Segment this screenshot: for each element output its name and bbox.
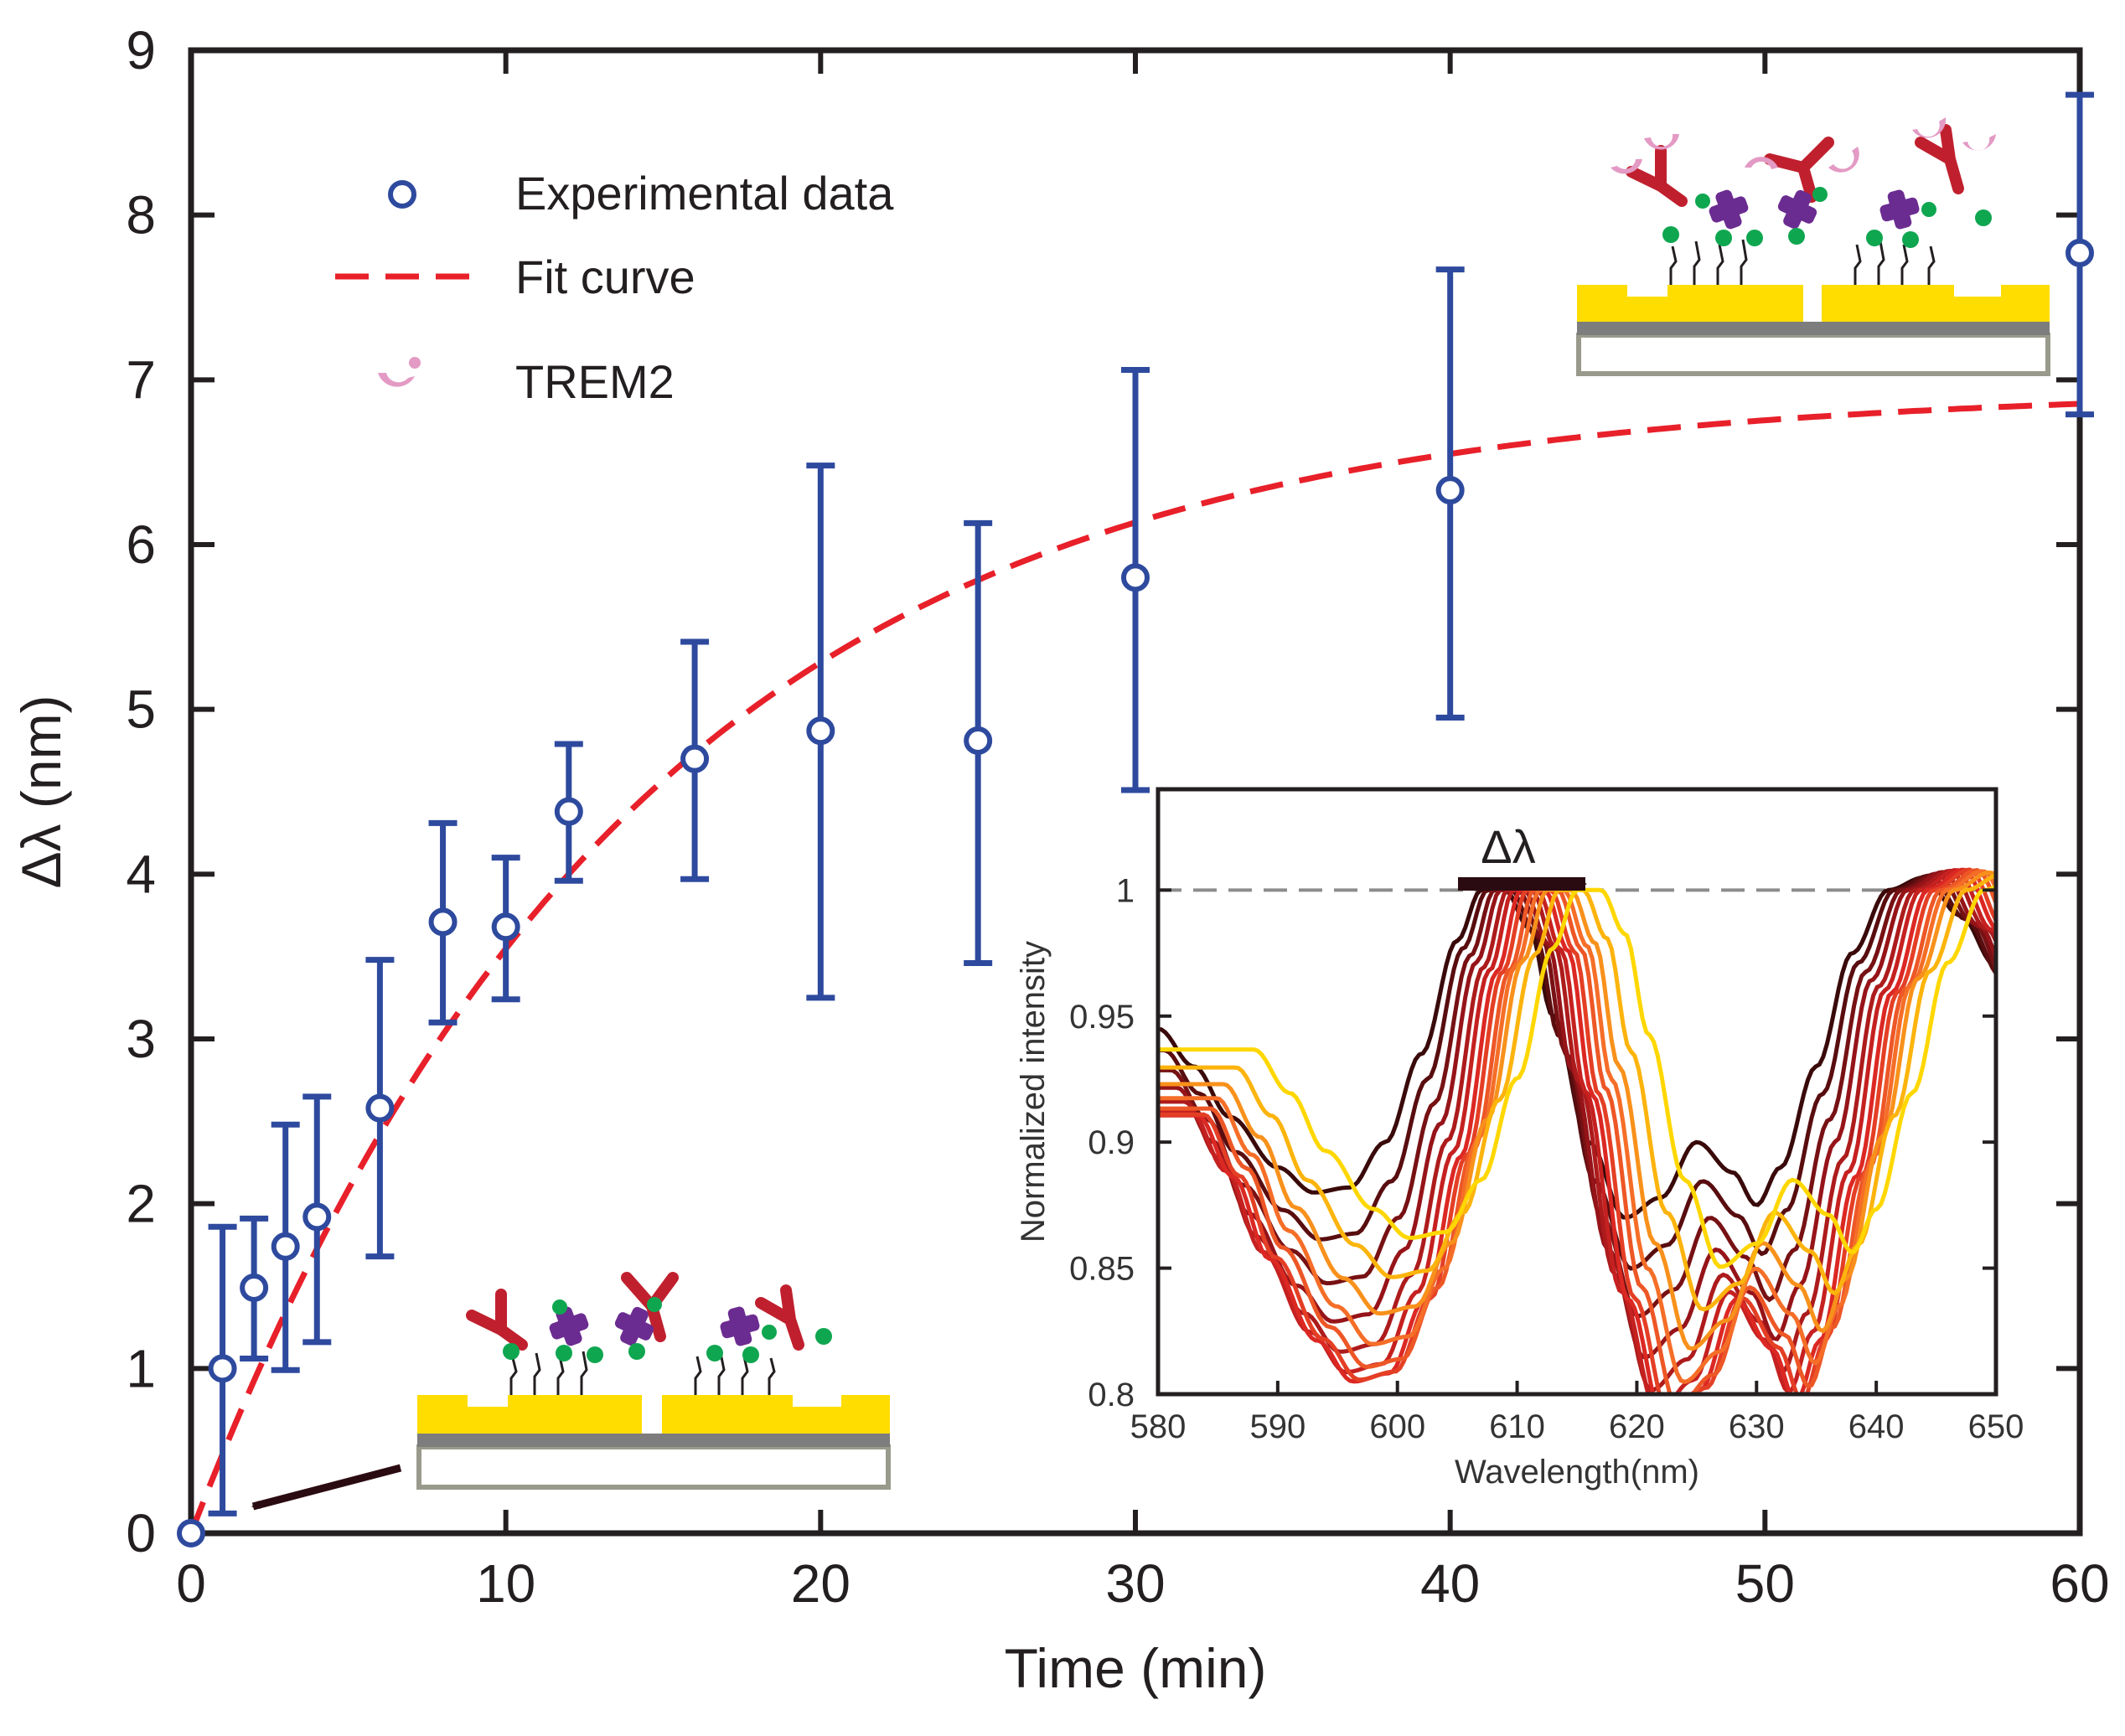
data-point [365, 1093, 395, 1123]
spectrum-line [1158, 868, 1996, 1392]
main-x-ticks: 0 10 20 30 40 50 60 [176, 50, 2110, 1614]
main-y-axis-title: Δλ (nm) [10, 695, 72, 888]
spectrum-line [1158, 867, 1996, 1394]
inset-x-tick-label: 640 [1848, 1408, 1905, 1445]
receptor-cross-icon [549, 1306, 760, 1346]
data-point [491, 912, 520, 942]
x-tick-label: 30 [1105, 1553, 1165, 1614]
trem2-icon-bound [1611, 117, 1996, 174]
linker-chains-top [1669, 239, 1936, 285]
legend-label-trem2: TREM2 [515, 355, 675, 408]
gold-film-top [1577, 285, 1803, 322]
inset-y-tick-label: 1 [1116, 872, 1135, 909]
x-tick-label: 0 [176, 1553, 206, 1614]
inset-x-tick-label: 630 [1729, 1408, 1785, 1445]
spectrum-line [1158, 867, 1996, 1394]
arrow-to-origin [251, 1464, 402, 1511]
inset-x-tick-label: 620 [1609, 1408, 1665, 1445]
green-bead-icons-top [1662, 187, 1992, 248]
x-tick-label: 60 [2050, 1553, 2109, 1614]
inset-x-axis-title: Wavelength(nm) [1455, 1454, 1699, 1491]
data-point [208, 1354, 237, 1383]
y-tick-label: 3 [126, 1009, 156, 1069]
experimental-data-group [177, 91, 2094, 1547]
receptor-cross-icon-top [1709, 189, 1920, 230]
schematic-before-binding [416, 1272, 891, 1490]
x-tick-label: 50 [1735, 1553, 1795, 1614]
inset-shift-label: Δλ [1481, 820, 1535, 873]
schematic-after-binding [1576, 117, 2050, 376]
data-point [806, 716, 835, 746]
legend-label-experimental-data: Experimental data [515, 167, 894, 220]
y-tick-label: 8 [126, 185, 156, 245]
y-tick-label: 6 [126, 514, 156, 575]
data-point [964, 726, 993, 756]
substrate-grey-layer [417, 1434, 890, 1447]
y-tick-label: 1 [126, 1338, 156, 1398]
legend-label-fit-curve: Fit curve [515, 251, 695, 303]
green-bead-icons [503, 1297, 832, 1363]
main-x-axis-title: Time (min) [1005, 1637, 1267, 1699]
data-point [271, 1232, 300, 1261]
inset-x-tick-label: 600 [1369, 1408, 1425, 1445]
substrate-glass-top [1576, 333, 2050, 376]
inset-y-ticks: 0.8 0.85 0.9 0.95 1 [1069, 872, 1996, 1413]
spectrum-line [1158, 868, 1996, 1394]
data-point [302, 1202, 332, 1232]
y-tick-label: 4 [126, 844, 156, 904]
linker-chains [509, 1351, 776, 1395]
y-tick-label: 0 [126, 1503, 156, 1563]
inset-x-tick-label: 580 [1130, 1408, 1187, 1445]
y-tick-label: 7 [126, 349, 156, 410]
data-point [240, 1273, 269, 1302]
data-point [177, 1519, 205, 1547]
x-tick-label: 10 [476, 1553, 535, 1614]
gold-film-top-right [1822, 285, 2050, 322]
inset-x-tick-label: 590 [1249, 1408, 1306, 1445]
data-point [1435, 476, 1465, 505]
main-y-ticks: 0 1 2 3 4 5 6 7 8 9 [126, 20, 2080, 1563]
spectrum-line [1158, 868, 1996, 1394]
data-point [428, 907, 458, 937]
inset-x-tick-label: 610 [1489, 1408, 1545, 1445]
data-point [2066, 238, 2094, 267]
data-point [1121, 563, 1150, 592]
gold-film-right [662, 1395, 890, 1434]
inset-y-tick-label: 0.95 [1069, 999, 1135, 1036]
gold-film [417, 1395, 642, 1434]
inset-x-tick-label: 650 [1968, 1408, 2024, 1445]
legend-marker-trem2-icon [378, 357, 421, 387]
y-tick-label: 5 [126, 679, 156, 740]
data-point [554, 797, 583, 826]
inset-y-tick-label: 0.8 [1088, 1377, 1135, 1413]
legend-marker-experimental-data [388, 180, 416, 209]
substrate-grey-layer-top [1577, 322, 2050, 335]
x-tick-label: 40 [1420, 1553, 1480, 1614]
inset-chart: 580 590 600 610 620 630 640 650 0.8 0.85 0.9 0.95 1… [1015, 787, 2024, 1491]
substrate-glass [416, 1444, 891, 1490]
inset-y-tick-label: 0.85 [1069, 1251, 1135, 1288]
inset-x-ticks: 580 590 600 610 620 630 640 650 [1130, 1381, 2024, 1445]
antibody-icon-top [1626, 124, 1964, 207]
x-tick-label: 20 [791, 1553, 851, 1614]
data-point [680, 744, 710, 773]
y-tick-label: 9 [126, 20, 156, 80]
legend: Experimental data Fit curve TREM2 [335, 167, 894, 408]
inset-frame [1156, 787, 1998, 1397]
spectrum-line [1158, 869, 1996, 1385]
inset-y-tick-label: 0.9 [1088, 1124, 1135, 1161]
antibody-icon [466, 1272, 804, 1351]
inset-y-axis-title: Normalized intensity [1015, 941, 1052, 1243]
spectrum-line [1158, 870, 1996, 1351]
y-tick-label: 2 [126, 1174, 156, 1234]
